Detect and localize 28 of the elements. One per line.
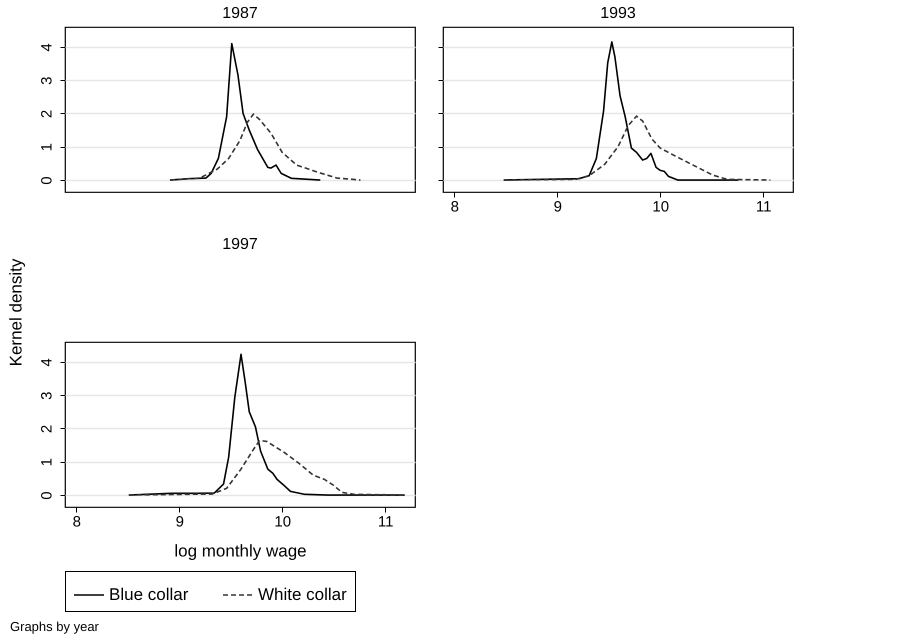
line-series (169, 113, 362, 181)
x-tick-label: 8 (72, 514, 81, 530)
x-tick-label: 10 (652, 198, 670, 216)
y-tick-label: 4 (38, 358, 56, 367)
x-tick-label: 10 (274, 514, 292, 530)
x-tick-label: 8 (450, 198, 459, 216)
x-axis-title: log monthly wage (174, 542, 307, 560)
text: Graphs by year (10, 619, 100, 634)
y-tick-label: 1 (38, 143, 56, 152)
legend-label: White collar (258, 585, 348, 604)
line-series (128, 440, 406, 496)
y-tick-label: 3 (38, 392, 56, 400)
legend-label: Blue collar (109, 585, 189, 604)
y-axis-title: Kernel density (6, 258, 26, 366)
x-tick-label: 11 (378, 514, 394, 530)
x-tick-label: 11 (756, 198, 772, 216)
chart-title: 1987 (222, 5, 258, 22)
y-tick-label: 2 (38, 424, 56, 434)
x-tick-label: 9 (176, 514, 184, 530)
y-tick-label: 1 (38, 458, 56, 466)
x-tick-label: 9 (554, 198, 562, 216)
y-tick-label: 0 (38, 491, 56, 500)
y-tick-label: 4 (38, 43, 56, 52)
y-tick-label: 3 (38, 76, 56, 85)
chart-title: 1993 (600, 5, 636, 22)
y-tick-label: 2 (38, 110, 56, 118)
chart-title: 1997 (222, 236, 258, 254)
y-tick-label: 0 (38, 176, 56, 185)
